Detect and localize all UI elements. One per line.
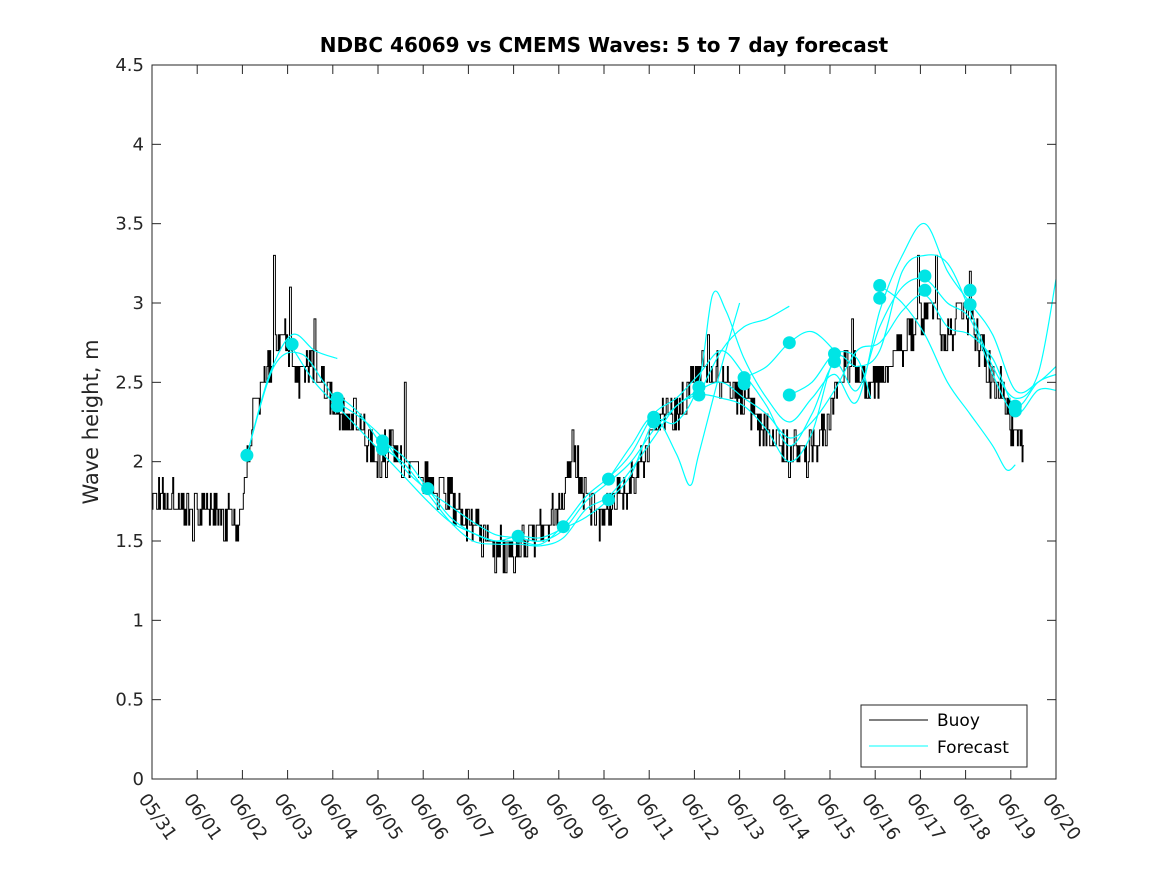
forecast-marker [782,388,796,402]
y-tick-label: 2.5 [115,372,144,393]
y-tick-label: 4.5 [115,55,144,76]
y-tick-label: 4 [133,134,144,155]
legend-buoy-label: Buoy [937,711,980,731]
y-axis-label: Wave height, m [79,339,103,504]
chart-title: NDBC 46069 vs CMEMS Waves: 5 to 7 day fo… [320,33,889,57]
forecast-marker [330,391,344,405]
forecast-marker [421,482,435,496]
forecast-line [608,302,741,487]
forecast-marker [647,410,661,424]
forecast-marker [511,529,525,543]
y-tick-label: 3.5 [115,214,144,235]
forecast-marker [285,337,299,351]
forecast-marker [963,283,977,297]
y-tick-label: 3 [133,293,144,314]
forecast-line [291,277,1057,546]
forecast-marker [240,448,254,462]
forecast-marker [873,279,887,292]
y-axis-ticks: 0 0.5 1 1.5 2 2.5 3 3.5 4 4.5 [115,55,1056,790]
forecast-marker [602,472,615,486]
forecast-marker [873,291,887,305]
forecast-marker [782,336,796,350]
plot-area [152,65,1056,779]
forecast-markers [240,269,1022,543]
forecast-marker [828,347,841,361]
forecast-marker [737,371,751,385]
y-tick-label: 1 [133,610,144,631]
forecast-marker [918,283,932,297]
legend-box [860,704,1028,768]
y-tick-label: 2 [133,452,144,473]
y-tick-label: 0 [133,769,144,790]
y-tick-label: 1.5 [115,531,144,552]
forecast-marker [918,269,932,283]
forecast-marker [556,520,570,534]
forecast-marker [692,380,706,394]
forecast-marker [1008,399,1022,413]
y-tick-label: 0.5 [115,690,144,711]
forecast-marker [602,493,615,507]
forecast-marker [376,434,389,448]
forecast-line [382,223,1057,542]
forecast-line [698,305,790,396]
forecast-marker [963,298,977,312]
legend: Buoy Forecast [860,704,1028,768]
forecast-line [879,285,1016,471]
legend-forecast-label: Forecast [937,738,1009,758]
